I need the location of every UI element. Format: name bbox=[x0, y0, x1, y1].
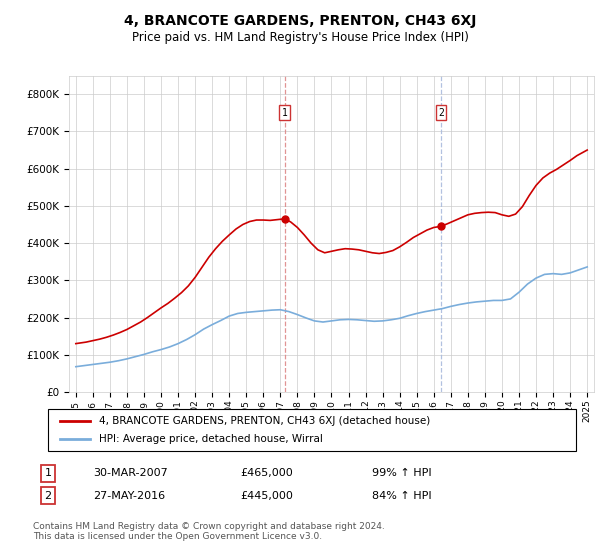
Text: 1: 1 bbox=[281, 108, 287, 118]
Text: Contains HM Land Registry data © Crown copyright and database right 2024.
This d: Contains HM Land Registry data © Crown c… bbox=[33, 522, 385, 542]
Text: 2: 2 bbox=[438, 108, 444, 118]
Text: 84% ↑ HPI: 84% ↑ HPI bbox=[372, 491, 431, 501]
Text: 30-MAR-2007: 30-MAR-2007 bbox=[93, 468, 168, 478]
Text: Price paid vs. HM Land Registry's House Price Index (HPI): Price paid vs. HM Land Registry's House … bbox=[131, 31, 469, 44]
Text: 2: 2 bbox=[44, 491, 52, 501]
Text: 27-MAY-2016: 27-MAY-2016 bbox=[93, 491, 165, 501]
Text: 99% ↑ HPI: 99% ↑ HPI bbox=[372, 468, 431, 478]
Text: £465,000: £465,000 bbox=[240, 468, 293, 478]
Text: HPI: Average price, detached house, Wirral: HPI: Average price, detached house, Wirr… bbox=[99, 434, 323, 444]
Text: £445,000: £445,000 bbox=[240, 491, 293, 501]
Text: 1: 1 bbox=[44, 468, 52, 478]
Text: 4, BRANCOTE GARDENS, PRENTON, CH43 6XJ (detached house): 4, BRANCOTE GARDENS, PRENTON, CH43 6XJ (… bbox=[99, 416, 430, 426]
Text: 4, BRANCOTE GARDENS, PRENTON, CH43 6XJ: 4, BRANCOTE GARDENS, PRENTON, CH43 6XJ bbox=[124, 14, 476, 28]
